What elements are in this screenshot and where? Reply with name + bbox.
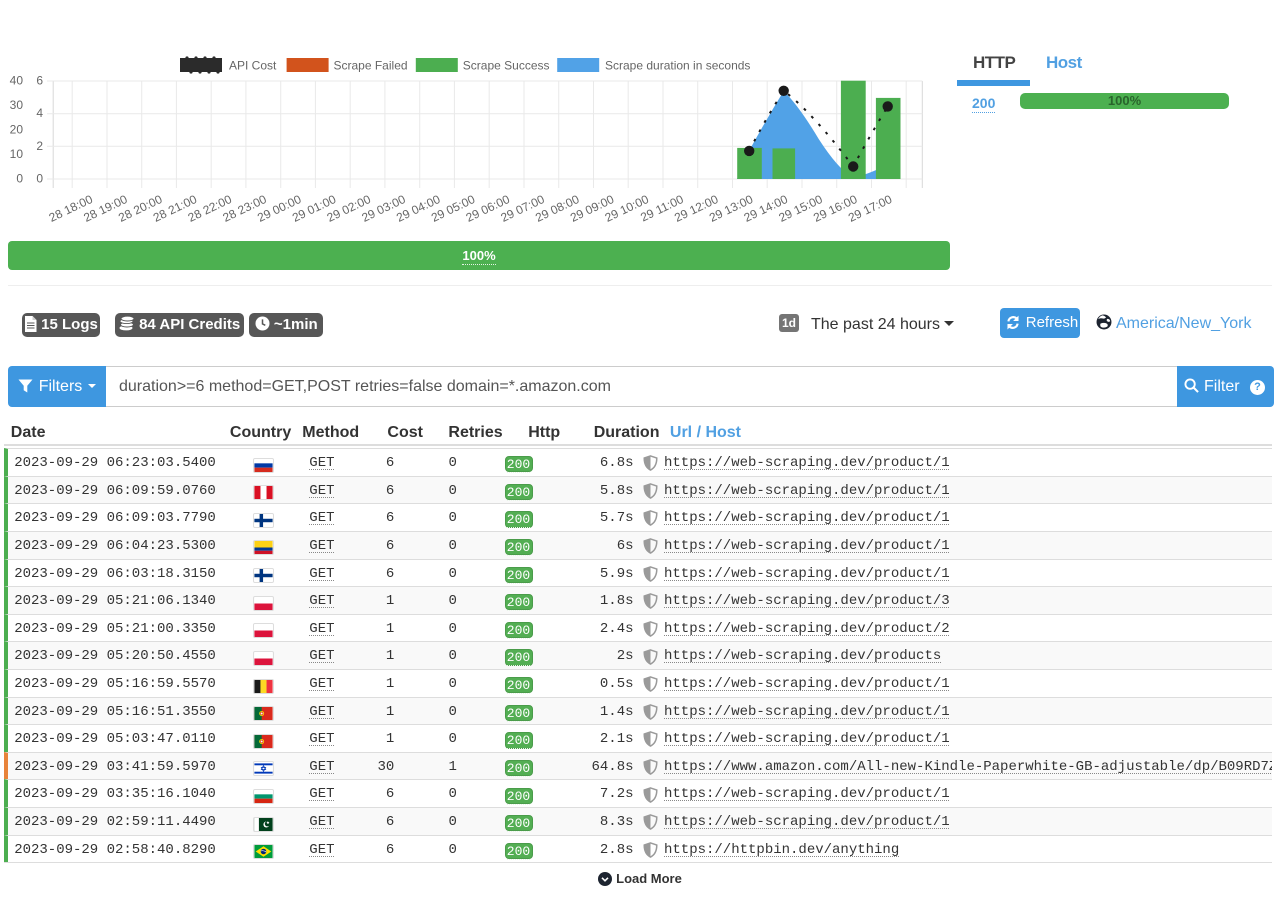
svg-text:40: 40 — [10, 74, 24, 88]
svg-text:4: 4 — [36, 106, 43, 120]
svg-text:API Cost: API Cost — [229, 59, 277, 73]
svg-text:20: 20 — [10, 123, 24, 137]
svg-text:Scrape Success: Scrape Success — [463, 59, 550, 73]
svg-text:2: 2 — [36, 139, 43, 153]
svg-text:6: 6 — [36, 74, 43, 88]
svg-text:10: 10 — [10, 147, 24, 161]
svg-text:Scrape Failed: Scrape Failed — [334, 59, 408, 73]
svg-text:30: 30 — [10, 98, 24, 112]
svg-text:0: 0 — [16, 172, 23, 186]
svg-text:0: 0 — [36, 172, 43, 186]
svg-text:Scrape duration in seconds: Scrape duration in seconds — [605, 59, 750, 73]
